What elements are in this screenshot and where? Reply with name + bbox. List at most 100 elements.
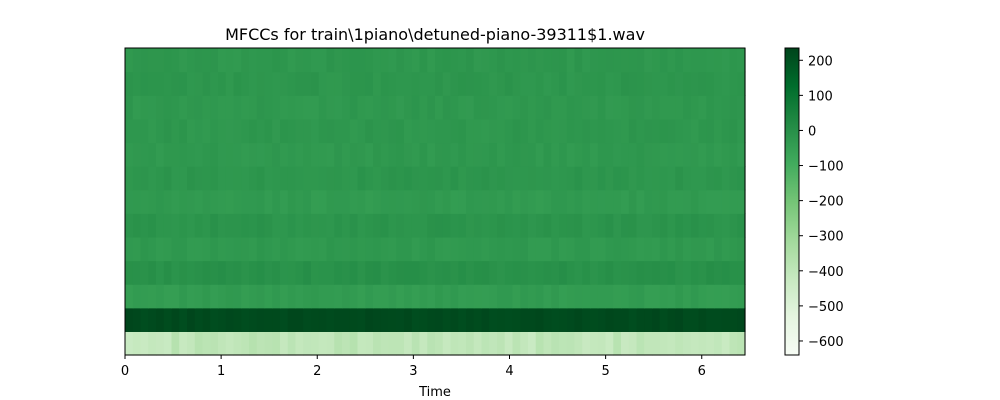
heatmap-cell [466,118,475,144]
heatmap-cell [427,48,436,73]
heatmap-cell [721,260,731,285]
heatmap-cell [675,142,684,167]
heatmap-cell [349,213,359,238]
heatmap-cell [535,95,545,120]
heatmap-cell [582,95,591,120]
heatmap-cell [497,118,506,144]
heatmap-cell [582,71,591,96]
heatmap-cell [466,260,475,285]
heatmap-cell [675,236,684,262]
heatmap-cell [357,213,366,238]
heatmap-cell [132,213,142,238]
heatmap-cell [295,118,304,144]
heatmap-cell [156,118,165,144]
heatmap-cell [613,213,622,238]
heatmap-cell [489,307,498,332]
heatmap-cell [574,166,583,191]
heatmap-cell [504,260,514,285]
heatmap-cell [512,166,521,191]
heatmap-cell [380,213,390,238]
heatmap-cell [171,260,180,285]
heatmap-cell [659,118,669,144]
heatmap-cell [396,307,405,332]
heatmap-cell [535,189,545,214]
heatmap-cell [411,142,421,167]
heatmap-cell [210,95,219,120]
heatmap-cell [450,307,459,332]
heatmap-cell [334,118,343,144]
heatmap-cell [349,71,359,96]
heatmap-cell [605,260,614,285]
heatmap-cell [543,331,552,356]
heatmap-cell [411,189,421,214]
heatmap-cell [388,236,397,262]
heatmap-cell [605,71,614,96]
heatmap-cell [667,189,676,214]
heatmap-cell [171,95,180,120]
heatmap-cell [582,307,591,332]
heatmap-cell [295,71,304,96]
heatmap-cell [125,166,134,191]
heatmap-cell [520,213,529,238]
heatmap-cell [233,260,242,285]
heatmap-cell [582,260,591,285]
heatmap-cell [721,118,731,144]
heatmap-cell [249,189,258,214]
heatmap-cell [373,71,382,96]
heatmap-cell [357,118,366,144]
heatmap-cell [342,260,351,285]
heatmap-cell [582,189,591,214]
heatmap-cell [714,189,723,214]
heatmap-cell [698,95,707,120]
heatmap-cell [334,284,343,309]
heatmap-cell [543,48,552,73]
heatmap-cell [404,189,413,214]
heatmap-cell [504,71,514,96]
heatmap-cell [280,213,289,238]
heatmap-cell [582,142,591,167]
heatmap-cell [241,166,250,191]
heatmap-cell [419,71,428,96]
heatmap-cell [551,71,560,96]
heatmap-cell [644,189,653,214]
heatmap-cell [194,142,204,167]
heatmap-cell [163,331,173,356]
heatmap-cell [187,71,196,96]
heatmap-cell [342,71,351,96]
heatmap-cell [287,284,297,309]
heatmap-cell [528,71,537,96]
heatmap-cell [280,260,289,285]
heatmap-cell [318,189,328,214]
heatmap-cell [311,284,320,309]
heatmap-cell [613,260,622,285]
x-axis-label: Time [418,385,451,400]
heatmap-cell [582,331,591,356]
heatmap-cell [442,260,452,285]
heatmap-cell [574,189,583,214]
heatmap-cell [233,118,242,144]
heatmap-cell [295,307,304,332]
heatmap-cell [280,95,289,120]
heatmap-cell [597,260,607,285]
heatmap-cell [140,118,149,144]
heatmap-cell [659,48,669,73]
heatmap-cell [148,307,157,332]
heatmap-cell [419,142,428,167]
heatmap-cell [582,118,591,144]
heatmap-cell [535,142,545,167]
heatmap-cell [241,213,250,238]
heatmap-cell [528,118,537,144]
heatmap-cell [264,213,273,238]
heatmap-cell [365,142,374,167]
heatmap-cell [140,331,149,356]
heatmap-cell [528,95,537,120]
heatmap-cell [466,166,475,191]
heatmap-cell [194,331,204,356]
heatmap-cell [667,142,676,167]
heatmap-cell [365,236,374,262]
heatmap-cell [287,71,297,96]
heatmap-cell [590,118,599,144]
heatmap-cell [404,260,413,285]
heatmap-cell [287,95,297,120]
heatmap-cell [644,118,653,144]
